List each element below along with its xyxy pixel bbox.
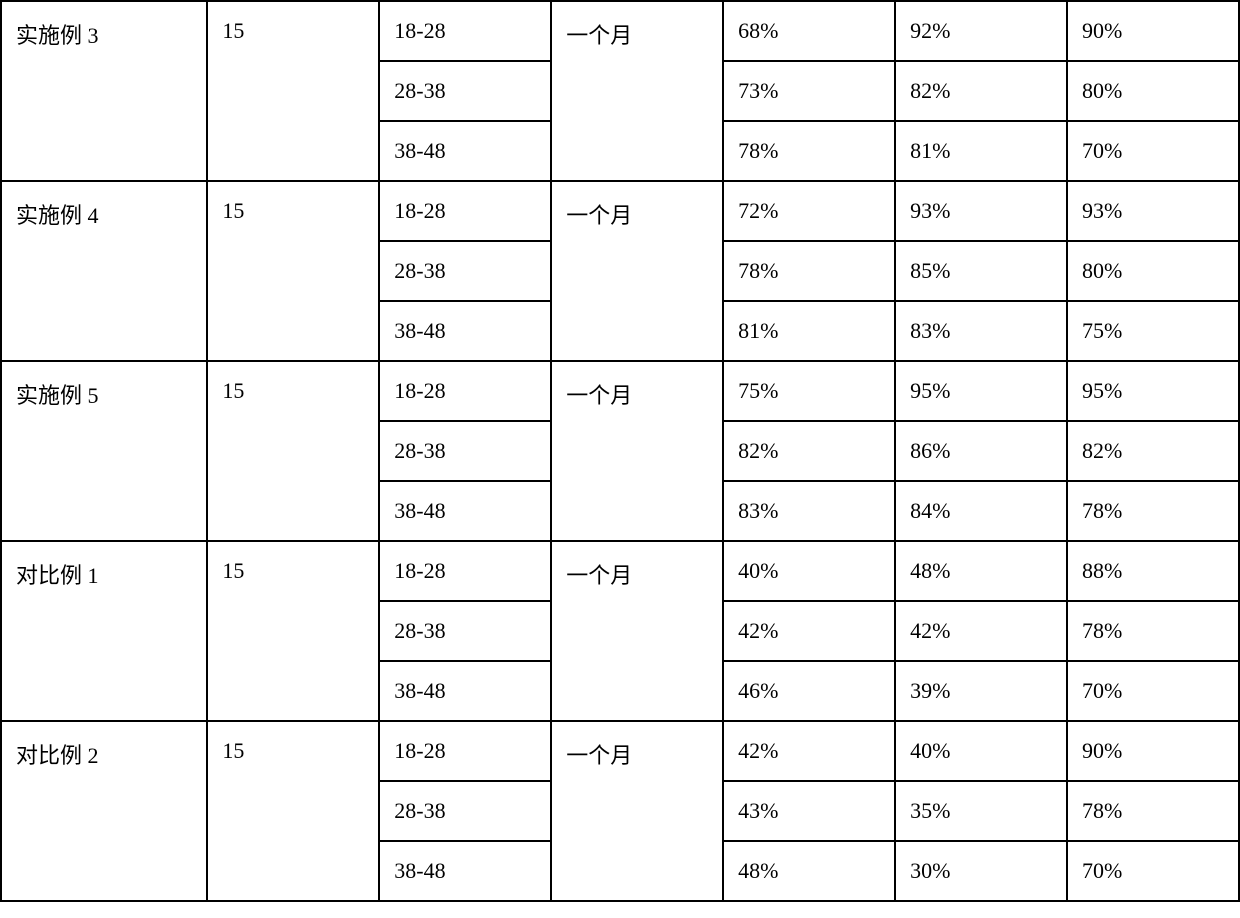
table-row: 实施例 5 15 18-28 一个月 75% 95% 95%	[1, 361, 1239, 421]
group-count-cell: 15	[207, 541, 379, 721]
range-cell: 18-28	[379, 1, 551, 61]
range-cell: 18-28	[379, 721, 551, 781]
group-label-cell: 实施例 3	[1, 1, 207, 181]
table-row: 对比例 2 15 18-28 一个月 42% 40% 90%	[1, 721, 1239, 781]
range-cell: 18-28	[379, 181, 551, 241]
value-cell: 70%	[1067, 121, 1239, 181]
value-cell: 68%	[723, 1, 895, 61]
group-period-cell: 一个月	[551, 541, 723, 721]
value-cell: 48%	[895, 541, 1067, 601]
value-cell: 78%	[1067, 781, 1239, 841]
range-cell: 38-48	[379, 661, 551, 721]
group-count-cell: 15	[207, 1, 379, 181]
group-count-cell: 15	[207, 721, 379, 901]
value-cell: 90%	[1067, 721, 1239, 781]
value-cell: 95%	[1067, 361, 1239, 421]
data-table-container: 实施例 3 15 18-28 一个月 68% 92% 90% 28-38 73%…	[0, 0, 1240, 902]
value-cell: 30%	[895, 841, 1067, 901]
range-cell: 38-48	[379, 301, 551, 361]
value-cell: 80%	[1067, 241, 1239, 301]
value-cell: 81%	[723, 301, 895, 361]
value-cell: 40%	[895, 721, 1067, 781]
group-period-cell: 一个月	[551, 361, 723, 541]
value-cell: 82%	[895, 61, 1067, 121]
range-cell: 28-38	[379, 61, 551, 121]
range-cell: 28-38	[379, 241, 551, 301]
data-table: 实施例 3 15 18-28 一个月 68% 92% 90% 28-38 73%…	[0, 0, 1240, 902]
value-cell: 40%	[723, 541, 895, 601]
value-cell: 78%	[723, 241, 895, 301]
value-cell: 90%	[1067, 1, 1239, 61]
group-period-cell: 一个月	[551, 181, 723, 361]
table-row: 对比例 1 15 18-28 一个月 40% 48% 88%	[1, 541, 1239, 601]
range-cell: 18-28	[379, 541, 551, 601]
value-cell: 48%	[723, 841, 895, 901]
value-cell: 92%	[895, 1, 1067, 61]
group-label-cell: 对比例 2	[1, 721, 207, 901]
range-cell: 28-38	[379, 601, 551, 661]
value-cell: 75%	[1067, 301, 1239, 361]
group-count-cell: 15	[207, 361, 379, 541]
value-cell: 42%	[723, 601, 895, 661]
value-cell: 35%	[895, 781, 1067, 841]
value-cell: 46%	[723, 661, 895, 721]
value-cell: 42%	[895, 601, 1067, 661]
value-cell: 78%	[1067, 601, 1239, 661]
value-cell: 93%	[1067, 181, 1239, 241]
group-label-cell: 实施例 4	[1, 181, 207, 361]
range-cell: 28-38	[379, 421, 551, 481]
value-cell: 43%	[723, 781, 895, 841]
group-label-cell: 对比例 1	[1, 541, 207, 721]
group-period-cell: 一个月	[551, 721, 723, 901]
value-cell: 93%	[895, 181, 1067, 241]
value-cell: 70%	[1067, 661, 1239, 721]
value-cell: 42%	[723, 721, 895, 781]
group-label-cell: 实施例 5	[1, 361, 207, 541]
range-cell: 38-48	[379, 121, 551, 181]
value-cell: 82%	[1067, 421, 1239, 481]
value-cell: 72%	[723, 181, 895, 241]
value-cell: 84%	[895, 481, 1067, 541]
value-cell: 81%	[895, 121, 1067, 181]
value-cell: 83%	[723, 481, 895, 541]
group-count-cell: 15	[207, 181, 379, 361]
range-cell: 28-38	[379, 781, 551, 841]
table-body: 实施例 3 15 18-28 一个月 68% 92% 90% 28-38 73%…	[1, 1, 1239, 901]
value-cell: 70%	[1067, 841, 1239, 901]
group-period-cell: 一个月	[551, 1, 723, 181]
value-cell: 82%	[723, 421, 895, 481]
value-cell: 95%	[895, 361, 1067, 421]
value-cell: 75%	[723, 361, 895, 421]
value-cell: 78%	[1067, 481, 1239, 541]
range-cell: 38-48	[379, 841, 551, 901]
range-cell: 38-48	[379, 481, 551, 541]
table-row: 实施例 4 15 18-28 一个月 72% 93% 93%	[1, 181, 1239, 241]
value-cell: 78%	[723, 121, 895, 181]
value-cell: 39%	[895, 661, 1067, 721]
value-cell: 85%	[895, 241, 1067, 301]
value-cell: 88%	[1067, 541, 1239, 601]
value-cell: 73%	[723, 61, 895, 121]
range-cell: 18-28	[379, 361, 551, 421]
table-row: 实施例 3 15 18-28 一个月 68% 92% 90%	[1, 1, 1239, 61]
value-cell: 86%	[895, 421, 1067, 481]
value-cell: 80%	[1067, 61, 1239, 121]
value-cell: 83%	[895, 301, 1067, 361]
